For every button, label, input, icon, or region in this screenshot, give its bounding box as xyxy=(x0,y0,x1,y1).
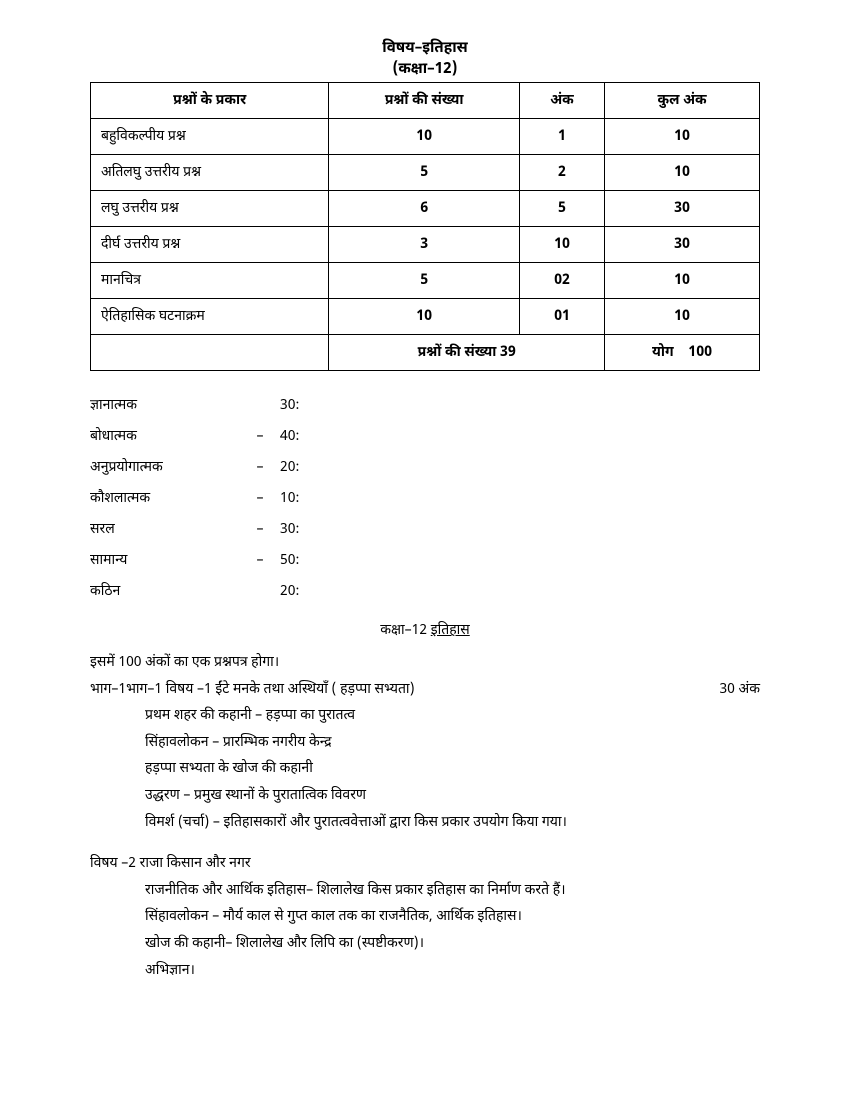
syllabus-line: हड़प्पा सभ्यता के खोज की कहानी xyxy=(90,756,760,783)
weight-label: सरल xyxy=(90,520,240,539)
table-row: बहुविकल्पीय प्रश्न10110 xyxy=(91,119,760,155)
weight-value: 30: xyxy=(280,520,330,539)
table-row: ऐतिहासिक घटनाक्रम100110 xyxy=(91,299,760,335)
marks-distribution-table: प्रश्नों के प्रकार प्रश्नों की संख्या अं… xyxy=(90,82,760,371)
weight-label: अनुप्रयोगात्मक xyxy=(90,458,240,477)
table-row: दीर्घ उत्तरीय प्रश्न31030 xyxy=(91,227,760,263)
intro-line: इसमें 100 अंकों का एक प्रश्नपत्र होगा। xyxy=(90,650,760,677)
table-cell: 01 xyxy=(519,299,604,335)
table-cell: 10 xyxy=(605,299,760,335)
weight-row: सामान्य–50: xyxy=(90,551,760,570)
syllabus-line: प्रथम शहर की कहानी – हड़प्पा का पुरातत्व xyxy=(90,703,760,730)
table-cell: 30 xyxy=(605,191,760,227)
footer-empty xyxy=(91,335,329,371)
table-row: लघु उत्तरीय प्रश्न6530 xyxy=(91,191,760,227)
weight-label: कठिन xyxy=(90,582,240,601)
weight-row: कौशलात्मक–10: xyxy=(90,489,760,508)
syllabus-line: अभिज्ञान। xyxy=(90,958,760,985)
table-cell: 5 xyxy=(519,191,604,227)
topic2-header: विषय –2 राजा किसान और नगर xyxy=(90,851,760,878)
weight-dash: – xyxy=(240,489,280,508)
table-cell: मानचित्र xyxy=(91,263,329,299)
weight-label: सामान्य xyxy=(90,551,240,570)
weight-row: बोधात्मक–40: xyxy=(90,427,760,446)
weight-value: 20: xyxy=(280,582,330,601)
weight-dash: – xyxy=(240,551,280,570)
weight-row: कठिन 20: xyxy=(90,582,760,601)
weight-dash: – xyxy=(240,427,280,446)
table-cell: अतिलघु उत्तरीय प्रश्न xyxy=(91,155,329,191)
syllabus-line: राजनीतिक और आर्थिक इतिहास– शिलालेख किस प… xyxy=(90,878,760,905)
table-cell: बहुविकल्पीय प्रश्न xyxy=(91,119,329,155)
footer-total: योग 100 xyxy=(605,335,760,371)
col-header-marks: अंक xyxy=(519,83,604,119)
syllabus-line: सिंहावलोकन – प्रारम्भिक नगरीय केन्द्र xyxy=(90,730,760,757)
weight-value: 50: xyxy=(280,551,330,570)
syllabus-line: उद्धरण – प्रमुख स्थानों के पुरातात्विक व… xyxy=(90,783,760,810)
weight-dash: – xyxy=(240,458,280,477)
weight-row: अनुप्रयोगात्मक–20: xyxy=(90,458,760,477)
table-cell: ऐतिहासिक घटनाक्रम xyxy=(91,299,329,335)
col-header-type: प्रश्नों के प्रकार xyxy=(91,83,329,119)
table-cell: 2 xyxy=(519,155,604,191)
weight-value: 30: xyxy=(280,396,330,415)
weight-dash xyxy=(240,582,280,601)
weight-value: 10: xyxy=(280,489,330,508)
weight-label: बोधात्मक xyxy=(90,427,240,446)
col-header-total: कुल अंक xyxy=(605,83,760,119)
col-header-count: प्रश्नों की संख्या xyxy=(329,83,520,119)
syllabus-line: खोज की कहानी– शिलालेख और लिपि का (स्पष्ट… xyxy=(90,931,760,958)
weight-row: सरल–30: xyxy=(90,520,760,539)
subject-title: विषय–इतिहास xyxy=(90,40,760,59)
class-title: (कक्षा–12) xyxy=(90,61,760,80)
table-cell: 1 xyxy=(519,119,604,155)
table-cell: 5 xyxy=(329,263,520,299)
syllabus-line: विमर्श (चर्चा) – इतिहासकारों और पुरातत्व… xyxy=(90,810,760,837)
table-cell: 10 xyxy=(605,263,760,299)
table-row: अतिलघु उत्तरीय प्रश्न5210 xyxy=(91,155,760,191)
table-cell: 10 xyxy=(605,155,760,191)
weight-label: कौशलात्मक xyxy=(90,489,240,508)
weight-dash xyxy=(240,396,280,415)
topic1-header: भाग–1भाग–1 विषय –1 ईंटे मनके तथा अस्थिया… xyxy=(90,677,760,704)
table-cell: लघु उत्तरीय प्रश्न xyxy=(91,191,329,227)
table-cell: 6 xyxy=(329,191,520,227)
table-cell: 30 xyxy=(605,227,760,263)
table-cell: 02 xyxy=(519,263,604,299)
weight-row: ज्ञानात्मक 30: xyxy=(90,396,760,415)
table-cell: 10 xyxy=(329,299,520,335)
syllabus-line: सिंहावलोकन – मौर्य काल से गुप्त काल तक क… xyxy=(90,904,760,931)
syllabus-content: इसमें 100 अंकों का एक प्रश्नपत्र होगा। भ… xyxy=(90,650,760,984)
table-header-row: प्रश्नों के प्रकार प्रश्नों की संख्या अं… xyxy=(91,83,760,119)
weight-value: 40: xyxy=(280,427,330,446)
table-cell: 10 xyxy=(605,119,760,155)
table-cell: 5 xyxy=(329,155,520,191)
weight-dash: – xyxy=(240,520,280,539)
weight-value: 20: xyxy=(280,458,330,477)
table-cell: 3 xyxy=(329,227,520,263)
table-cell: दीर्घ उत्तरीय प्रश्न xyxy=(91,227,329,263)
table-row: मानचित्र50210 xyxy=(91,263,760,299)
weightage-list: ज्ञानात्मक30:बोधात्मक–40:अनुप्रयोगात्मक–… xyxy=(90,396,760,601)
section-title: कक्षा–12 इतिहास xyxy=(90,621,760,640)
table-cell: 10 xyxy=(519,227,604,263)
table-footer-row: प्रश्नों की संख्या 39 योग 100 xyxy=(91,335,760,371)
weight-label: ज्ञानात्मक xyxy=(90,396,240,415)
footer-question-count: प्रश्नों की संख्या 39 xyxy=(329,335,605,371)
table-cell: 10 xyxy=(329,119,520,155)
